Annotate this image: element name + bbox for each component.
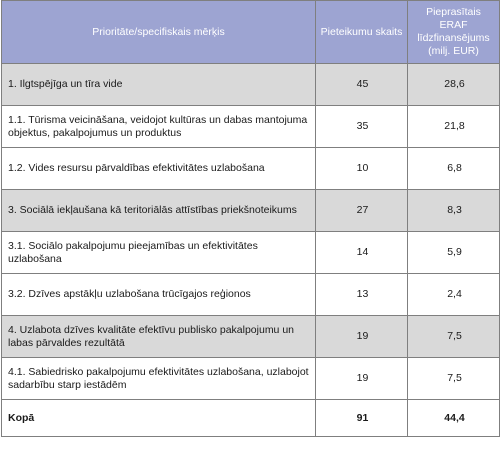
- row-count: 19: [315, 357, 408, 400]
- row-count: 14: [315, 231, 408, 274]
- row-count: 10: [315, 147, 408, 190]
- table-row: 3.1. Sociālo pakalpojumu pieejamības un …: [1, 231, 500, 274]
- row-amount: 7,5: [407, 315, 500, 358]
- total-amount: 44,4: [407, 399, 500, 437]
- row-count: 19: [315, 315, 408, 358]
- table-row: 3. Sociālā iekļaušana kā teritoriālās at…: [1, 189, 500, 232]
- row-label: 1.2. Vides resursu pārvaldības efektivit…: [1, 147, 316, 190]
- table-row: 4. Uzlabota dzīves kvalitāte efektīvu pu…: [1, 315, 500, 358]
- table-row: 4.1. Sabiedrisko pakalpojumu efektivitāt…: [1, 357, 500, 400]
- row-amount: 28,6: [407, 63, 500, 106]
- row-amount: 5,9: [407, 231, 500, 274]
- row-label: 3. Sociālā iekļaušana kā teritoriālās at…: [1, 189, 316, 232]
- row-label: 3.2. Dzīves apstākļu uzlabošana trūcīgaj…: [1, 273, 316, 316]
- header-erdf-amount: Pieprasītais ERAF līdzfinansējums (milj.…: [407, 0, 500, 64]
- header-application-count: Pieteikumu skaits: [315, 0, 408, 64]
- table-row: 3.2. Dzīves apstākļu uzlabošana trūcīgaj…: [1, 273, 500, 316]
- table-row: 1.1. Tūrisma veicināšana, veidojot kultū…: [1, 105, 500, 148]
- row-count: 13: [315, 273, 408, 316]
- funding-table: Prioritāte/specifiskais mērķis Pieteikum…: [1, 0, 500, 437]
- row-label: 4. Uzlabota dzīves kvalitāte efektīvu pu…: [1, 315, 316, 358]
- header-priority: Prioritāte/specifiskais mērķis: [1, 0, 316, 64]
- total-label: Kopā: [1, 399, 316, 437]
- row-count: 27: [315, 189, 408, 232]
- header-row: Prioritāte/specifiskais mērķis Pieteikum…: [1, 0, 500, 64]
- row-label: 1.1. Tūrisma veicināšana, veidojot kultū…: [1, 105, 316, 148]
- row-amount: 8,3: [407, 189, 500, 232]
- row-label: 3.1. Sociālo pakalpojumu pieejamības un …: [1, 231, 316, 274]
- row-amount: 2,4: [407, 273, 500, 316]
- total-count: 91: [315, 399, 408, 437]
- row-count: 45: [315, 63, 408, 106]
- total-row: Kopā 91 44,4: [1, 399, 500, 437]
- row-label: 4.1. Sabiedrisko pakalpojumu efektivitāt…: [1, 357, 316, 400]
- row-label: 1. Ilgtspējīga un tīra vide: [1, 63, 316, 106]
- row-amount: 7,5: [407, 357, 500, 400]
- row-amount: 21,8: [407, 105, 500, 148]
- table-row: 1. Ilgtspējīga un tīra vide 45 28,6: [1, 63, 500, 106]
- row-count: 35: [315, 105, 408, 148]
- table-row: 1.2. Vides resursu pārvaldības efektivit…: [1, 147, 500, 190]
- row-amount: 6,8: [407, 147, 500, 190]
